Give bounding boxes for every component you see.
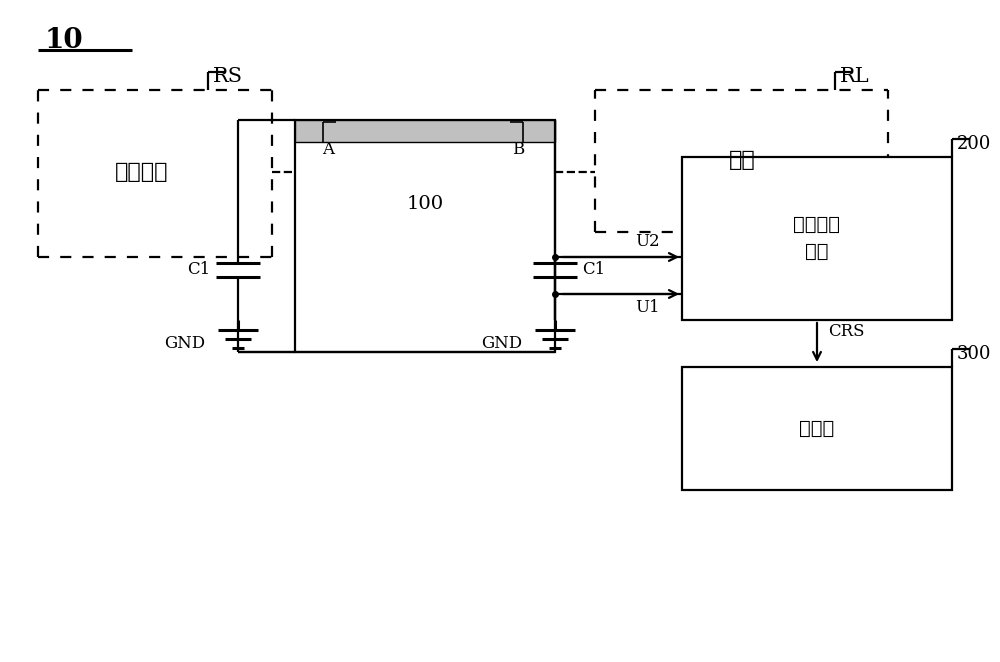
Text: U2: U2	[635, 233, 660, 250]
Text: U1: U1	[635, 299, 660, 316]
Text: GND: GND	[481, 336, 523, 352]
Text: RL: RL	[840, 67, 870, 86]
Text: C1: C1	[582, 261, 605, 279]
Text: 第一运算
模块: 第一运算 模块	[794, 215, 840, 261]
Text: RS: RS	[213, 67, 243, 86]
Text: CRS: CRS	[828, 323, 864, 340]
Bar	[295, 120, 555, 142]
Text: B: B	[512, 142, 524, 158]
Text: 负载: 负载	[729, 150, 755, 170]
Text: 处理器: 处理器	[799, 418, 835, 438]
Text: A: A	[322, 142, 334, 158]
Text: 200: 200	[957, 135, 991, 153]
Bar	[682, 367, 952, 490]
Text: 100: 100	[406, 195, 444, 213]
Text: 10: 10	[45, 27, 84, 54]
Bar	[295, 120, 555, 352]
Text: 射频电源: 射频电源	[115, 162, 169, 182]
Text: C1: C1	[187, 261, 210, 279]
Text: GND: GND	[164, 336, 206, 352]
Text: 300: 300	[957, 345, 992, 363]
Bar	[682, 157, 952, 320]
